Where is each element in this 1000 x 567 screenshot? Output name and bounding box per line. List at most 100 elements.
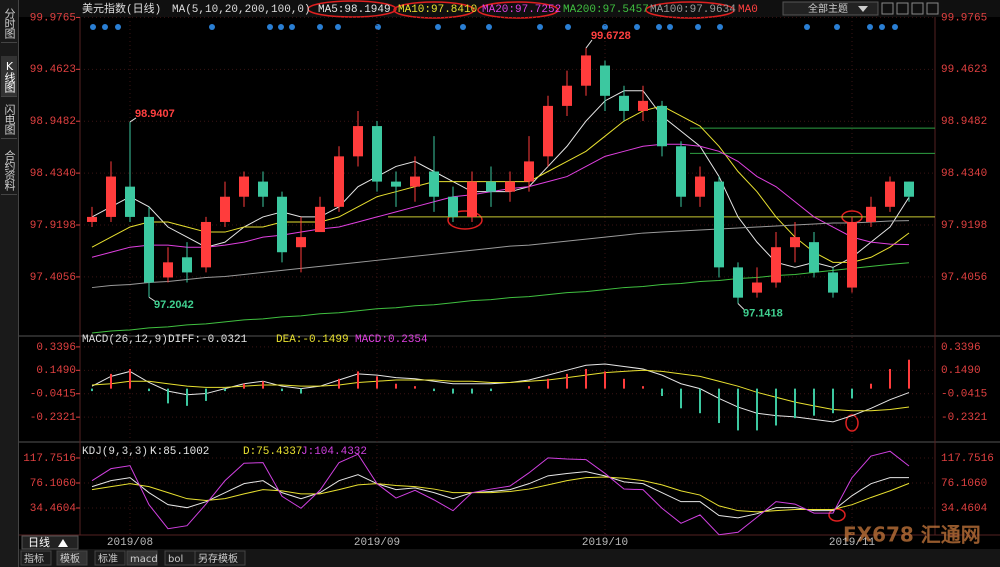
event-dot[interactable] (834, 24, 840, 30)
event-dot[interactable] (565, 24, 571, 30)
event-dot[interactable] (289, 24, 295, 30)
legend-entry: J:104.4332 (301, 446, 367, 458)
sidebar: 分时图 K线图 闪电图 合约资料 (0, 0, 19, 567)
y2-tick-label: 98.4340 (941, 168, 987, 180)
toolbar-label[interactable]: 另存模板 (198, 552, 238, 565)
y-tick-label: 76.1060 (30, 478, 76, 490)
y2-tick-label: 98.9482 (941, 116, 987, 128)
toolbar-label[interactable]: macd (130, 554, 158, 565)
panel-title: 美元指数(日线) (82, 1, 161, 16)
event-dot[interactable] (486, 24, 492, 30)
y2-tick-label: 97.4056 (941, 272, 987, 284)
x-tick-label: 2019/11 (829, 537, 876, 549)
icon[interactable] (881, 2, 894, 15)
tab-tick[interactable]: 分时图 (1, 4, 17, 43)
y2-tick-label: 0.3396 (941, 342, 981, 354)
icon[interactable] (926, 2, 939, 15)
legend-entry: D:75.4337 (243, 446, 302, 458)
candle-body (87, 216, 97, 222)
candle-body (581, 55, 591, 86)
y-tick-label: 97.4056 (30, 272, 76, 284)
event-dot[interactable] (892, 24, 898, 30)
toolbar-label[interactable]: bol (168, 554, 183, 565)
candle-body (410, 176, 420, 187)
legend-entry: MA10:97.8410 (398, 4, 477, 16)
event-dot[interactable] (634, 24, 640, 30)
event-dot[interactable] (102, 24, 108, 30)
y2-tick-label: 97.9198 (941, 220, 987, 232)
candle-body (600, 65, 610, 96)
candle-body (619, 95, 629, 111)
candle-body (847, 221, 857, 288)
event-dot[interactable] (278, 24, 284, 30)
y-tick-label: 34.4604 (30, 503, 77, 515)
dropdown-arrow[interactable] (858, 6, 868, 12)
candle-body (391, 181, 401, 187)
candle-body (106, 176, 116, 217)
candle-body (429, 171, 439, 197)
y-tick-label: 99.4623 (30, 64, 76, 76)
event-dot[interactable] (335, 24, 341, 30)
event-dot[interactable] (115, 24, 121, 30)
toolbar-button[interactable] (20, 550, 52, 566)
y2-tick-label: 76.1060 (941, 478, 987, 490)
extreme-label: 98.9407 (135, 108, 175, 120)
toolbar-button[interactable] (126, 550, 158, 566)
event-dot[interactable] (267, 24, 273, 30)
legend-title: MA(5,10,20,200,100,0) (172, 4, 311, 16)
toolbar-button[interactable] (194, 550, 246, 566)
candle-body (296, 237, 306, 248)
event-dot[interactable] (317, 24, 323, 30)
legend-entry: DEA:-0.1499 (276, 334, 349, 346)
icon[interactable] (896, 2, 909, 15)
event-dot[interactable] (717, 24, 723, 30)
y-tick-label: 0.3396 (36, 342, 76, 354)
event-dot[interactable] (804, 24, 810, 30)
macd-line (91, 363, 910, 423)
tab-kline[interactable]: K线图 (1, 56, 17, 97)
tab-flash[interactable]: 闪电图 (1, 100, 17, 139)
icon[interactable] (911, 2, 924, 15)
candle-body (239, 176, 249, 197)
theme-button-label[interactable]: 全部主题 (808, 2, 848, 15)
highlight-circle (393, 1, 475, 19)
extreme-label: 97.2042 (154, 299, 194, 311)
toolbar-label[interactable]: 标准 (98, 553, 118, 565)
tab-contract[interactable]: 合约资料 (1, 146, 17, 195)
candle-body (543, 105, 553, 157)
x-tick-label: 2019/08 (107, 537, 153, 549)
period-arrow[interactable] (58, 539, 68, 547)
toolbar-button[interactable] (94, 550, 126, 566)
event-dot[interactable] (209, 24, 215, 30)
event-dot[interactable] (867, 24, 873, 30)
period-label[interactable]: 日线 (28, 535, 50, 549)
y-tick-label: 98.9482 (30, 116, 76, 128)
extreme-label: 99.6728 (591, 30, 631, 42)
x-tick-label: 2019/09 (354, 537, 400, 549)
event-dot[interactable] (90, 24, 96, 30)
toolbar-button[interactable] (56, 550, 88, 566)
toolbar-label[interactable]: 指标 (24, 552, 44, 565)
candle-body (714, 181, 724, 268)
event-dot[interactable] (656, 24, 662, 30)
event-dot[interactable] (879, 24, 885, 30)
candle-body (885, 181, 895, 207)
event-dot[interactable] (667, 24, 673, 30)
event-dot[interactable] (602, 24, 608, 30)
theme-button[interactable] (782, 1, 879, 16)
ma-line (91, 220, 910, 289)
candle-body (144, 216, 154, 283)
event-dot[interactable] (435, 24, 441, 30)
event-dot[interactable] (695, 24, 701, 30)
candle-body (467, 181, 477, 217)
event-dot[interactable] (460, 24, 466, 30)
event-dot[interactable] (537, 24, 543, 30)
candle-body (334, 156, 344, 207)
y-tick-label: 0.1490 (36, 365, 76, 377)
event-dot[interactable] (375, 24, 381, 30)
y2-tick-label: 99.4623 (941, 64, 987, 76)
y2-tick-label: 99.9765 (941, 12, 987, 24)
toolbar-label[interactable]: 模板 (60, 552, 80, 565)
y-tick-label: 117.7516 (23, 453, 76, 465)
legend-entry: MA100:97.9634 (650, 4, 736, 16)
